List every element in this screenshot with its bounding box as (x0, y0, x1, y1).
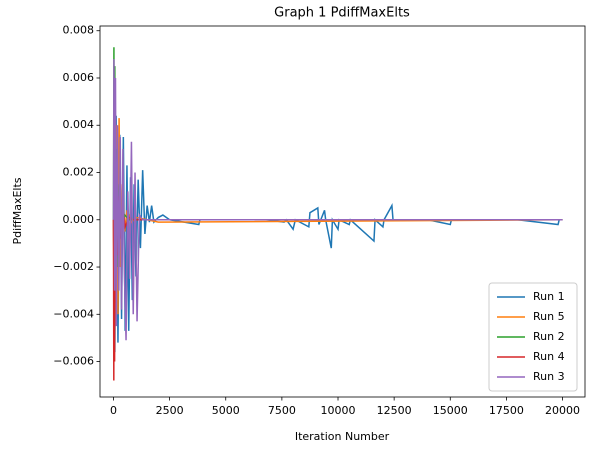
y-tick-label: −0.006 (53, 355, 94, 368)
x-tick-label: 17500 (489, 404, 524, 417)
legend-label: Run 3 (533, 370, 565, 383)
x-tick-label: 2500 (156, 404, 184, 417)
y-tick-label: 0.004 (63, 118, 95, 131)
y-tick-label: −0.004 (53, 307, 94, 320)
line (112, 59, 563, 341)
y-axis-label: PdiffMaxElts (11, 177, 24, 244)
x-tick-label: 5000 (212, 404, 240, 417)
chart-title: Graph 1 PdiffMaxElts (274, 6, 410, 21)
y-tick-label: −0.002 (53, 260, 94, 273)
x-tick-label: 15000 (433, 404, 468, 417)
x-tick-label: 10000 (321, 404, 356, 417)
x-tick-label: 0 (110, 404, 117, 417)
x-tick-label: 12500 (377, 404, 412, 417)
x-axis-label: Iteration Number (295, 430, 390, 443)
legend-label: Run 5 (533, 310, 565, 323)
y-tick-label: 0.008 (63, 24, 95, 37)
y-tick-label: 0.006 (63, 71, 95, 84)
y-tick-label: 0.002 (63, 166, 95, 179)
legend-label: Run 4 (533, 350, 565, 363)
legend-label: Run 2 (533, 330, 565, 343)
axes-frame (99, 25, 586, 398)
x-tick-label: 7500 (268, 404, 296, 417)
legend-label: Run 1 (533, 290, 565, 303)
y-tick-label: 0.000 (63, 213, 95, 226)
x-tick-label: 20000 (545, 404, 580, 417)
legend-box (488, 282, 578, 392)
